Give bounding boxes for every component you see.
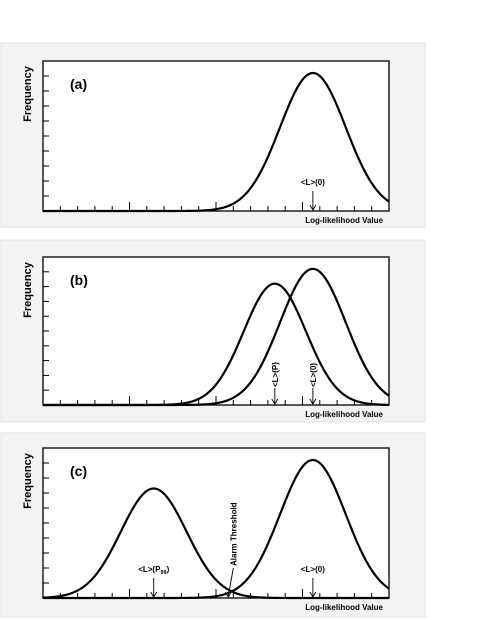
annotation-1: <L>(P) <box>271 362 280 405</box>
annotation-label: <L>(0) <box>301 565 325 574</box>
chart-panel-3: Frequency Log-likelihood Value (c) <L>(P99)… <box>0 432 426 618</box>
y-axis-label: Frequency <box>22 452 34 509</box>
distribution-curve-1 <box>43 71 390 213</box>
panel-label: (a) <box>70 76 87 92</box>
annotation-label: <L>(0) <box>309 363 318 387</box>
arrow-head <box>150 591 158 598</box>
annotation-label: <L>(P99) <box>138 565 169 576</box>
plot-area <box>42 60 390 212</box>
arrow-head <box>309 591 317 598</box>
annotation-3: Alarm Threshold <box>224 502 238 598</box>
annotation-1: <L>(P99) <box>138 565 170 598</box>
x-axis-label: Log-likelihood Value <box>305 410 383 419</box>
annotation-label: <L>(P) <box>271 362 280 387</box>
x-axis-label: Log-likelihood Value <box>305 603 383 612</box>
annotation-2: <L>(0) <box>301 565 325 598</box>
arrow-head <box>309 204 317 211</box>
plot-area <box>42 447 390 599</box>
plot-area <box>42 256 390 406</box>
chart-panel-2: Frequency Log-likelihood Value (b) <L>(P) <L… <box>0 239 426 423</box>
x-axis-label: Log-likelihood Value <box>305 216 383 225</box>
annotation-2: <L>(0) <box>309 363 318 405</box>
panel-label: (b) <box>70 272 88 288</box>
y-axis-label: Frequency <box>22 65 34 122</box>
annotation-label: Alarm Threshold <box>229 502 238 566</box>
panel-label: (c) <box>70 463 87 479</box>
distribution-curve-2 <box>43 267 390 407</box>
annotation-arrow <box>227 567 234 597</box>
distribution-curve-1 <box>42 487 389 600</box>
distribution-curve-2 <box>43 458 390 600</box>
chart-panel-1: Frequency Log-likelihood Value (a) <L>(0) <box>0 42 426 228</box>
annotation-label: <L>(0) <box>301 178 325 187</box>
arrow-head <box>271 398 279 405</box>
y-axis-label: Frequency <box>22 261 34 318</box>
arrow-head <box>224 591 232 598</box>
annotation-1: <L>(0) <box>301 178 325 211</box>
arrow-head <box>309 398 317 405</box>
